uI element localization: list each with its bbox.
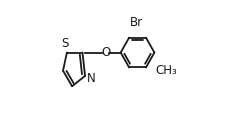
Text: N: N [87,72,96,85]
Text: Br: Br [130,16,143,29]
Text: S: S [61,37,69,50]
Text: O: O [101,46,111,59]
Text: CH₃: CH₃ [155,64,177,77]
